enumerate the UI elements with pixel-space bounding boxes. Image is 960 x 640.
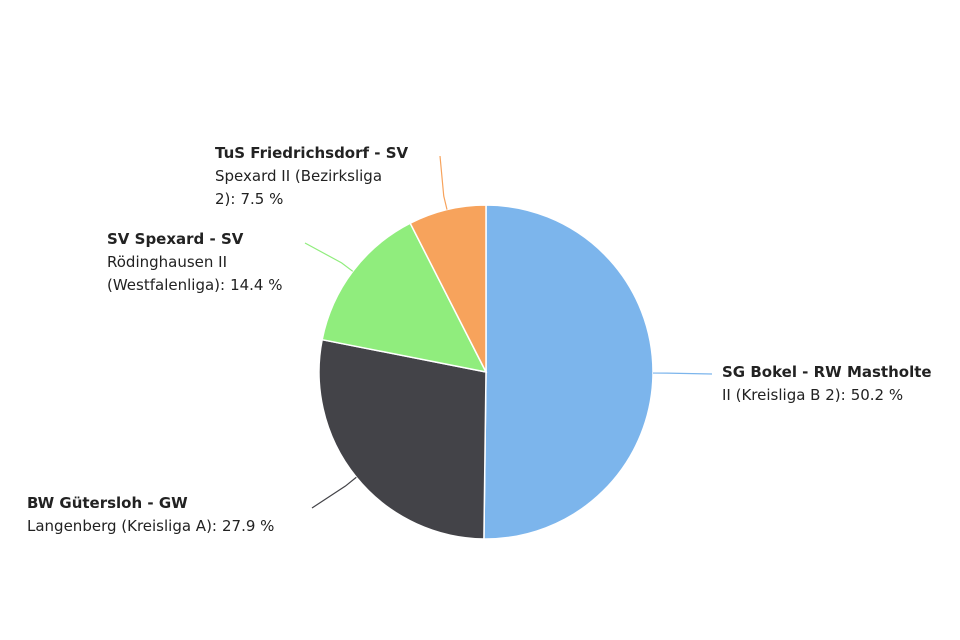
pie-slice: [409, 204, 487, 373]
label-text: (Westfalenliga):: [107, 276, 225, 294]
data-label: Langenberg (Kreisliga A): 27.9 %: [27, 517, 274, 535]
label-text: SG Bokel - RW Mastholte: [722, 363, 932, 381]
value-label: 7.5 %: [240, 190, 283, 208]
value-label: 50.2 %: [851, 386, 903, 404]
label-text: II (Kreisliga B 2):: [722, 386, 846, 404]
value-label: 27.9 %: [222, 517, 274, 535]
connector: [304, 242, 354, 272]
label-text: BW Gütersloh - GW: [27, 494, 188, 512]
label-text: Langenberg (Kreisliga A):: [27, 517, 217, 535]
label-text: SV Spexard - SV: [107, 230, 244, 248]
data-label: 2): 7.5 %: [215, 190, 283, 208]
data-label: Rödinghausen II: [107, 253, 227, 271]
label-text: Rödinghausen II: [107, 253, 227, 271]
pie-slice: [321, 222, 488, 374]
pie-slice: [318, 338, 487, 540]
connector: [439, 155, 448, 210]
data-label: BW Gütersloh - GW: [27, 494, 188, 512]
connector: [652, 372, 713, 375]
pie-slice: [483, 204, 654, 540]
connector: [311, 476, 357, 509]
data-label: SG Bokel - RW Mastholte: [722, 363, 932, 381]
value-label: 14.4 %: [230, 276, 282, 294]
data-label: (Westfalenliga): 14.4 %: [107, 276, 282, 294]
data-label: SV Spexard - SV: [107, 230, 244, 248]
label-text: 2):: [215, 190, 235, 208]
data-label: Spexard II (Bezirksliga: [215, 167, 382, 185]
label-text: Spexard II (Bezirksliga: [215, 167, 382, 185]
label-text: TuS Friedrichsdorf - SV: [215, 144, 409, 162]
data-label: TuS Friedrichsdorf - SV: [215, 144, 409, 162]
data-label: II (Kreisliga B 2): 50.2 %: [722, 386, 903, 404]
